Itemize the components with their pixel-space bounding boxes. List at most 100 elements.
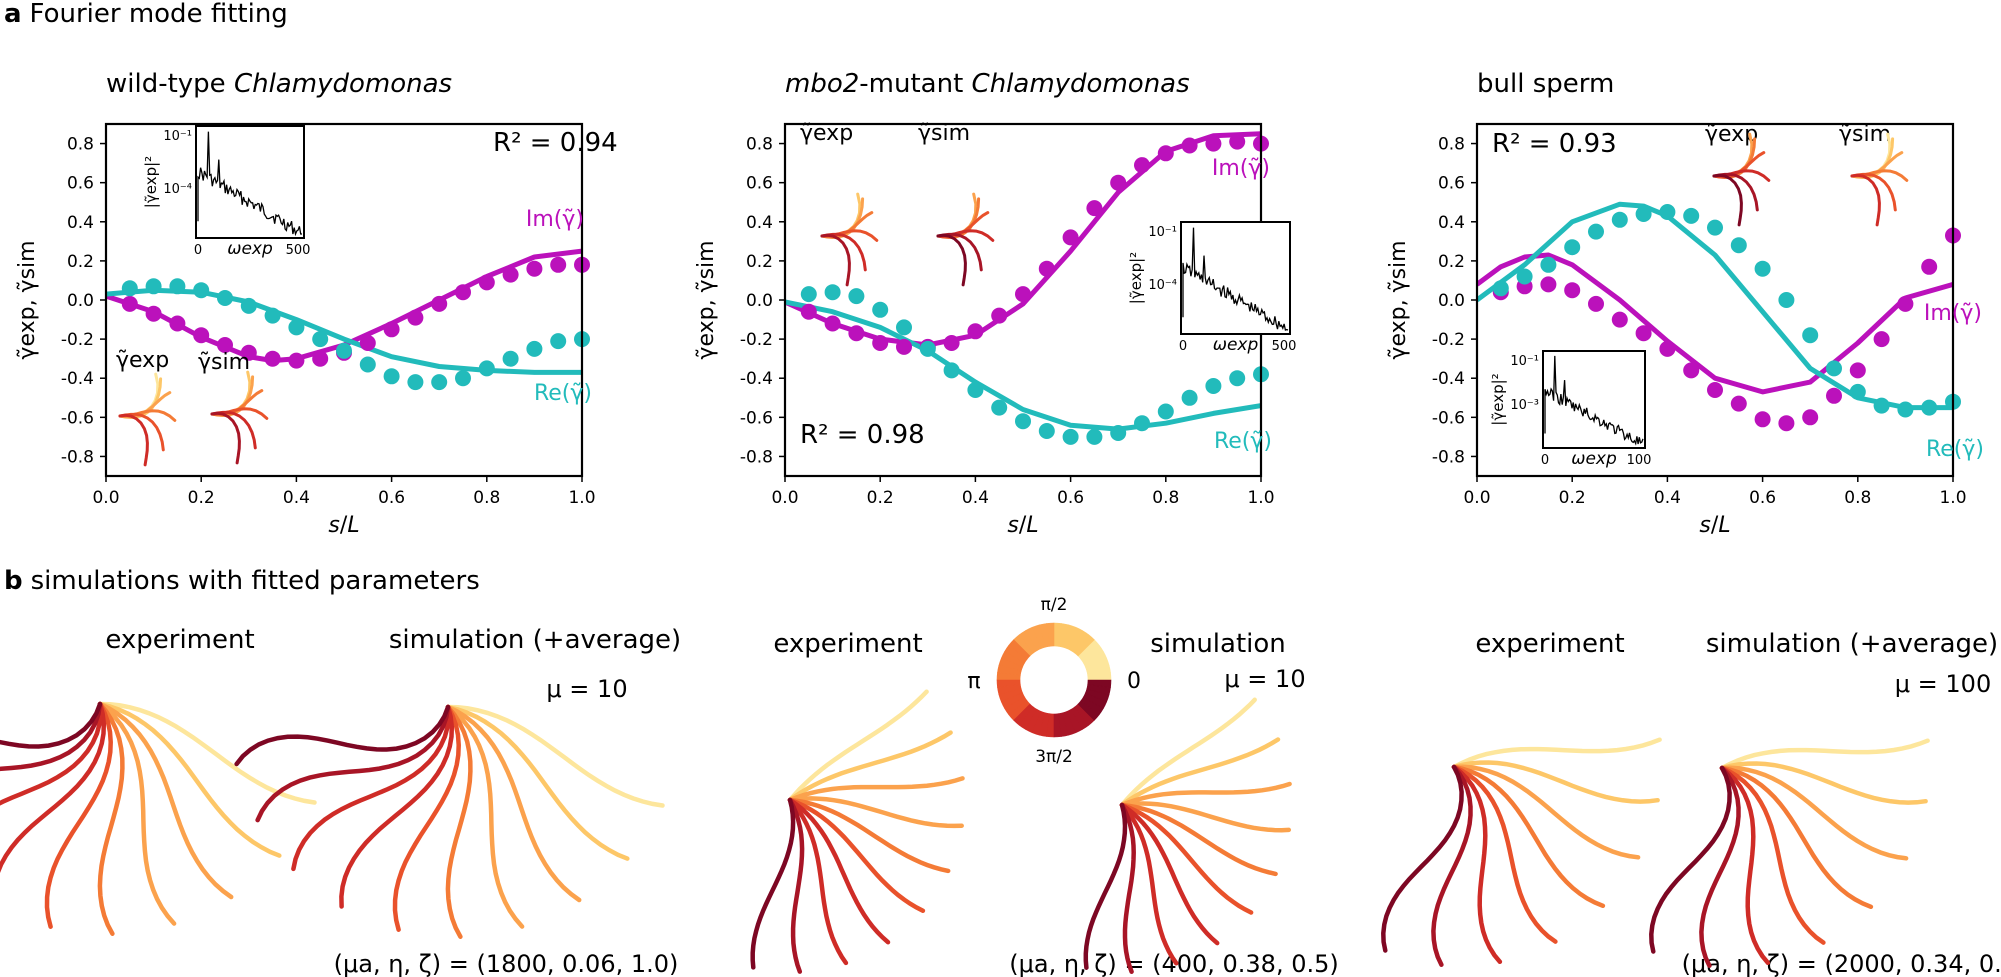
data-point [1778,415,1795,432]
waveform-sim-label: γ̃sim [1839,122,1891,147]
data-point [455,370,471,387]
wheel-label-zero: 0 [1127,669,1141,694]
data-point [1229,370,1246,387]
x-tick-label: 0.8 [473,488,500,508]
data-point [383,368,400,385]
title-part: Chlamydomonas [972,69,1190,99]
chart-annotations-2: R² = 0.98 Im(γ̃) Re(γ̃) γ̃exp γ̃sim 10⁻¹ 10⁻⁴ 0… [800,121,1296,454]
flagellum-trace [787,797,891,945]
y-tick-label: 0.4 [1438,213,1465,233]
data-point [1181,389,1198,406]
flagellum-trace [255,704,451,823]
flagellum-trace [787,797,849,966]
data-point [1062,428,1079,445]
panel-b-group: experiment simulation (+average) experimen… [0,625,2001,977]
mu-label: μ = 10 [546,675,627,703]
flagellum-trace [445,704,630,861]
mini-waveform [210,411,241,465]
x-tick-label: 0.0 [92,488,119,508]
snapshot-title: simulation [1150,629,1286,659]
data-point [1540,276,1557,293]
y-tick-label: -0.6 [740,408,773,428]
data-point [1802,409,1819,426]
data-point [1683,362,1700,379]
flagellum-trace [1719,765,1771,966]
flagellum-trace [787,797,805,974]
y-axis-label: γ̃exp, γ̃sim [15,240,40,359]
data-point [896,319,912,336]
data-point [240,344,257,361]
data-point [1588,223,1604,240]
snapshot-title: simulation (+average) [389,625,681,655]
data-point [872,301,889,318]
y-tick-label: -0.4 [1432,369,1465,389]
y-tick-label: 0.0 [746,291,773,311]
flagellum-trace [1719,738,1930,771]
inset-xtick: 500 [1272,339,1297,354]
series-line [785,299,1261,432]
data-point [240,297,257,314]
data-point [943,335,960,351]
y-tick-label: 0.2 [1438,252,1465,272]
xlabel-L: L [1026,513,1038,538]
x-tick-label: 0.6 [378,488,405,508]
title-part: Chlamydomonas [234,69,452,99]
y-tick-label: 0.6 [746,174,773,194]
data-point [1564,282,1581,299]
y-tick-label: -0.2 [61,330,94,350]
wildtype-simulation-traces [234,704,665,939]
data-point [1038,423,1055,439]
inset-ylabel: |γ̃exp|² [1127,252,1145,304]
data-point [1015,286,1031,303]
x-tick-label: 0.4 [283,488,310,508]
y-tick-label: 0.2 [746,252,773,272]
data-point [1134,415,1150,432]
chart-panel-2: mbo2-mutant Chlamydomonas 0.0 0.2 0.4 0.6 0.8… [694,69,1275,538]
re-series-label: Re(γ̃) [1926,437,1984,462]
flagellum-trace [787,796,964,829]
data-point [1635,206,1652,222]
chart-title: bull sperm [1477,69,1614,99]
flagellum-trace [1119,802,1179,966]
flagellum-trace [1451,760,1660,804]
mini-waveform [118,412,165,452]
y-tick-label: 0.2 [67,252,94,272]
flagellum-trace [339,704,455,909]
x-tick-label: 0.2 [1559,488,1586,508]
data-point [1826,387,1842,404]
data-point [800,286,817,303]
im-series-label: Im(γ̃) [526,207,584,232]
sperm-simulation-traces [1649,738,1930,968]
chart-panel-1: wild-type Chlamydomonas 0.0 0.2 0.4 0.6 0.8 1.… [15,69,596,538]
data-point [121,280,138,297]
y-tick-label: -0.8 [740,447,773,467]
mu-label: μ = 10 [1224,665,1305,693]
flagellum-trace [1719,765,1826,945]
chart-title: wild-type Chlamydomonas [106,69,452,99]
data-point [1134,157,1150,174]
y-tick-label: 0.8 [1438,135,1465,155]
flagellum-trace [44,701,113,929]
data-point [526,260,543,277]
sperm-experiment-traces [1381,737,1662,967]
inset-frame [195,125,305,239]
chart-title: mbo2-mutant Chlamydomonas [785,69,1190,99]
inset-ytick: 10⁻¹ [1148,225,1177,240]
flagellum-trace [0,701,103,749]
flagellum-trace [0,701,103,772]
x-tick-label: 1.0 [568,488,595,508]
data-point [1683,207,1700,224]
flagellum-trace [1119,737,1281,808]
snapshot-title: experiment [773,629,922,659]
x-tick-label: 0.4 [962,488,989,508]
flagellum-trace [1719,761,1928,805]
x-tick-label: 0.0 [1463,488,1490,508]
inset-ylabel: |γ̃exp|² [1489,373,1507,425]
inset-spectrum [1182,227,1289,331]
y-tick-label: -0.6 [1432,408,1465,428]
inset-ytick: 10⁻¹ [1510,354,1539,369]
data-point [1849,362,1866,379]
mu-label: μ = 100 [1895,670,1991,698]
data-point [967,382,984,398]
